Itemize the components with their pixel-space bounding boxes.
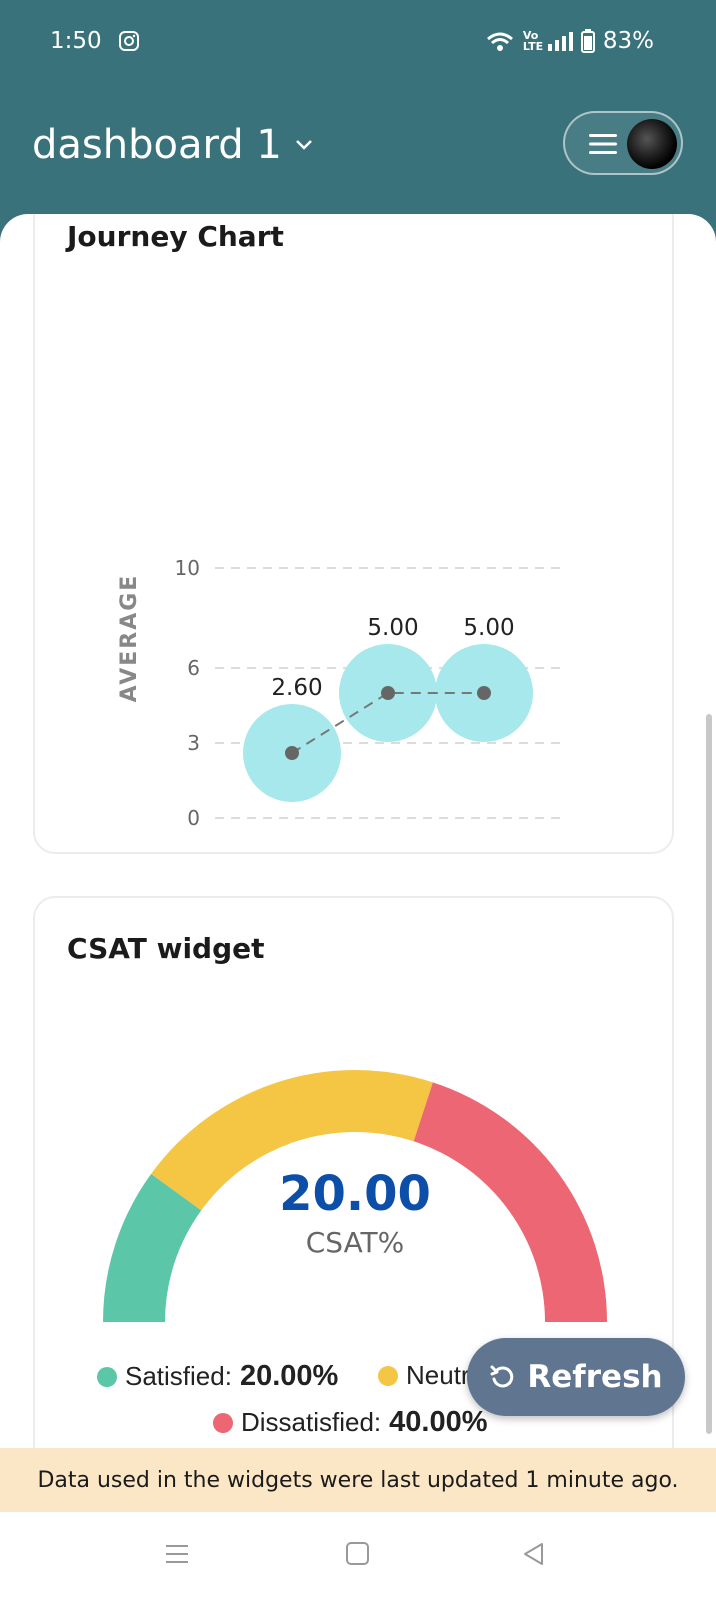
legend-satisfied: Satisfied: 20.00% <box>97 1360 338 1393</box>
legend-dot <box>213 1412 233 1433</box>
legend-dot <box>97 1366 117 1387</box>
data-label-3: 5.00 <box>463 615 514 641</box>
legend-dot <box>378 1365 398 1386</box>
volte-icon: Vo LTE <box>522 29 544 53</box>
scrollbar[interactable] <box>706 714 712 1434</box>
banner-text: Data used in the widgets were last updat… <box>37 1467 679 1493</box>
battery-level: 83% <box>602 28 654 54</box>
instagram-icon <box>119 31 139 51</box>
recent-apps-icon[interactable] <box>163 1540 191 1568</box>
y-tick-label: 3 <box>187 731 200 755</box>
y-tick-label: 10 <box>175 556 200 580</box>
home-icon[interactable] <box>343 1540 371 1568</box>
gauge-segment-dissatisfied <box>413 1082 607 1322</box>
gauge-segment-neutral <box>151 1070 433 1211</box>
back-icon[interactable] <box>520 1540 548 1568</box>
refresh-button[interactable]: Refresh <box>467 1338 685 1416</box>
signal-icon <box>547 32 573 51</box>
app-bar: dashboard 1 <box>0 84 716 214</box>
dashboard-content[interactable]: Journey Chart 03610AVERAGE2.605.005.00Aw… <box>0 214 716 1509</box>
system-nav-bar <box>0 1512 716 1600</box>
data-label-2: 5.00 <box>367 615 418 641</box>
avatar[interactable] <box>627 119 677 169</box>
menu-button[interactable] <box>563 111 683 175</box>
series-line <box>291 692 484 754</box>
csat-gauge: 20.00 CSAT% <box>103 1070 607 1322</box>
data-point-1 <box>285 746 299 760</box>
y-tick-label: 0 <box>187 806 200 830</box>
status-icons: Vo LTE 83% <box>485 28 654 54</box>
csat-value: 20.00 <box>279 1166 431 1222</box>
card-title: Journey Chart <box>67 220 284 253</box>
status-bar: 1:50 Vo LTE 83% <box>0 0 716 84</box>
dashboard-selector[interactable]: dashboard 1 <box>32 122 314 168</box>
page-title: dashboard 1 <box>32 122 282 168</box>
journey-chart-card: Journey Chart 03610AVERAGE2.605.005.00Aw… <box>33 214 674 854</box>
data-point-3 <box>477 686 491 700</box>
data-point-2 <box>381 686 395 700</box>
journey-chart: 03610AVERAGE2.605.005.00AwarenessDecisio… <box>117 556 565 830</box>
last-updated-banner: Data used in the widgets were last updat… <box>0 1448 716 1512</box>
chevron-down-icon <box>295 140 312 150</box>
hamburger-icon <box>589 134 617 154</box>
y-axis-label: AVERAGE <box>117 574 142 703</box>
csat-value-label: CSAT% <box>306 1226 405 1259</box>
card-title: CSAT widget <box>67 932 265 965</box>
legend-dissatisfied: Dissatisfied: 40.00% <box>213 1406 488 1439</box>
y-tick-label: 6 <box>187 656 200 680</box>
refresh-icon <box>490 1365 514 1388</box>
gauge-segment-satisfied <box>103 1173 202 1322</box>
data-label-1: 2.60 <box>271 675 322 701</box>
wifi-icon <box>486 32 513 51</box>
csat-widget-card: CSAT widget 20.00 CSAT% Satisfied: 20.00%… <box>33 896 674 1509</box>
battery-icon <box>580 29 595 53</box>
refresh-label: Refresh <box>527 1359 663 1395</box>
status-time: 1:50 <box>50 28 102 54</box>
